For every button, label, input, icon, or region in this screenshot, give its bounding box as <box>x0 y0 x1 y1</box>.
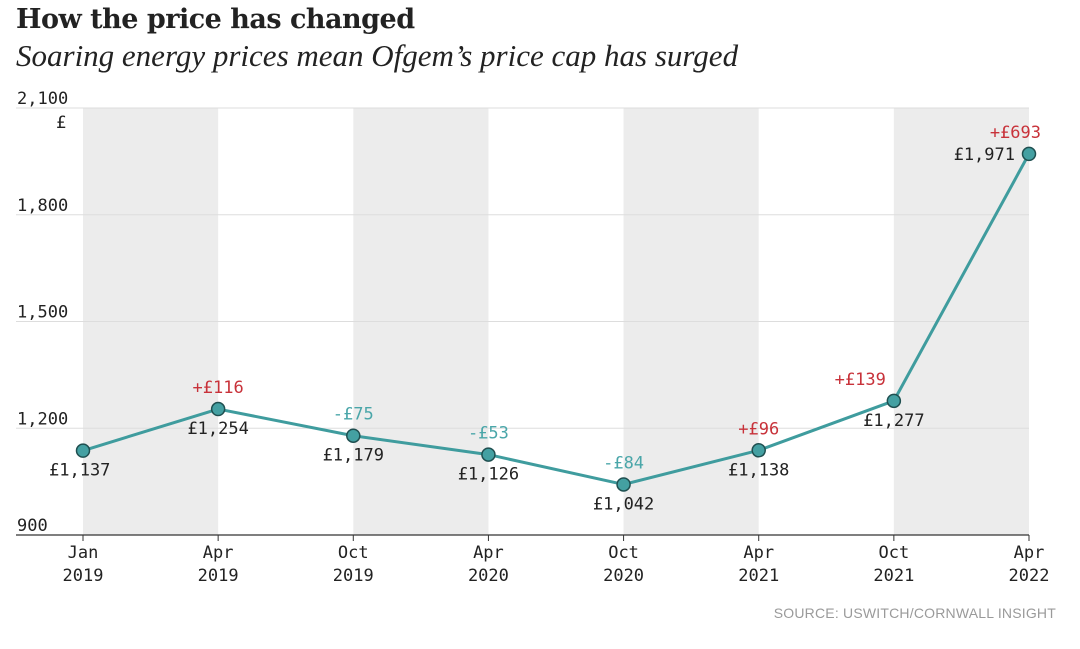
y-tick-label: 900 <box>17 516 48 536</box>
x-tick-label-year: 2021 <box>738 566 779 586</box>
data-point <box>616 477 631 492</box>
data-point <box>346 428 361 443</box>
y-tick-label: 1,200 <box>17 409 68 429</box>
y-axis-unit-label: £ <box>56 113 66 133</box>
data-point <box>210 401 226 417</box>
chart-title: How the price has changed <box>16 4 415 35</box>
change-label: +£139 <box>835 370 886 390</box>
x-tick-label-year: 2019 <box>333 566 374 586</box>
series-line <box>82 153 1031 486</box>
x-tick-label-year: 2019 <box>198 566 239 586</box>
x-tick-label-month: Oct <box>608 543 639 563</box>
change-label: +£96 <box>738 419 779 439</box>
x-tick-label-year: 2021 <box>873 566 914 586</box>
change-label: -£75 <box>333 405 374 425</box>
y-tick-label: 1,800 <box>17 196 68 216</box>
data-point <box>481 447 496 462</box>
data-point <box>751 443 766 458</box>
y-tick-label: 2,100 <box>17 89 68 109</box>
x-tick-label-year: 2020 <box>468 566 509 586</box>
data-value-label: £1,277 <box>863 411 924 431</box>
data-value-label: £1,138 <box>728 460 789 480</box>
x-tick-label-month: Apr <box>1014 543 1045 563</box>
x-tick-label-year: 2019 <box>63 566 104 586</box>
x-tick-label-year: 2020 <box>603 566 644 586</box>
x-tick-label-month: Jan <box>68 543 99 563</box>
change-label: -£53 <box>468 424 509 444</box>
x-tick-label-month: Apr <box>473 543 504 563</box>
data-value-label: £1,179 <box>323 446 384 466</box>
change-label: -£84 <box>603 453 644 473</box>
x-tick-label-year: 2022 <box>1009 566 1050 586</box>
x-tick-label-month: Apr <box>203 543 234 563</box>
data-point <box>75 443 91 458</box>
data-value-label: £1,042 <box>593 494 654 514</box>
data-value-label: £1,126 <box>458 465 519 485</box>
y-tick-label: 1,500 <box>17 303 68 323</box>
data-value-label: £1,971 <box>954 145 1015 165</box>
x-tick-label-month: Oct <box>878 543 909 563</box>
source-note: SOURCE: USWITCH/CORNWALL INSIGHT <box>773 605 1056 621</box>
data-value-label: £1,254 <box>187 419 248 439</box>
data-value-label: £1,137 <box>49 461 110 481</box>
change-label: +£116 <box>193 378 244 398</box>
x-tick-label-month: Oct <box>338 543 369 563</box>
change-label: +£693 <box>990 123 1041 143</box>
chart-subtitle: Soaring energy prices mean Ofgem’s price… <box>16 38 739 73</box>
data-point <box>886 393 902 409</box>
x-tick-label-month: Apr <box>743 543 774 563</box>
data-point <box>1021 146 1037 162</box>
